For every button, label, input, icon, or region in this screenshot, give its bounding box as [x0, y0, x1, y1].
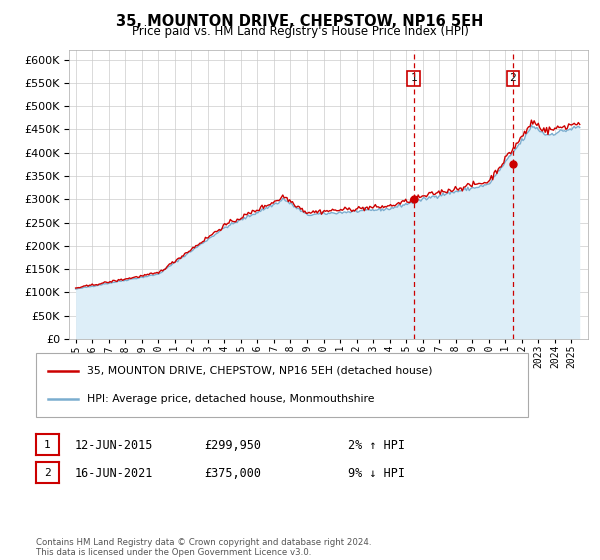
Text: 2: 2 — [44, 468, 51, 478]
Text: 12-JUN-2015: 12-JUN-2015 — [75, 438, 154, 452]
Text: 2: 2 — [509, 73, 516, 83]
Text: 35, MOUNTON DRIVE, CHEPSTOW, NP16 5EH: 35, MOUNTON DRIVE, CHEPSTOW, NP16 5EH — [116, 14, 484, 29]
Text: £299,950: £299,950 — [204, 438, 261, 452]
Text: £375,000: £375,000 — [204, 466, 261, 480]
Text: 1: 1 — [44, 440, 51, 450]
Text: 9% ↓ HPI: 9% ↓ HPI — [348, 466, 405, 480]
Text: 16-JUN-2021: 16-JUN-2021 — [75, 466, 154, 480]
Text: Contains HM Land Registry data © Crown copyright and database right 2024.
This d: Contains HM Land Registry data © Crown c… — [36, 538, 371, 557]
Text: Price paid vs. HM Land Registry's House Price Index (HPI): Price paid vs. HM Land Registry's House … — [131, 25, 469, 38]
Text: 1: 1 — [410, 73, 417, 83]
Text: 35, MOUNTON DRIVE, CHEPSTOW, NP16 5EH (detached house): 35, MOUNTON DRIVE, CHEPSTOW, NP16 5EH (d… — [87, 366, 433, 376]
Text: 2% ↑ HPI: 2% ↑ HPI — [348, 438, 405, 452]
Text: HPI: Average price, detached house, Monmouthshire: HPI: Average price, detached house, Monm… — [87, 394, 374, 404]
